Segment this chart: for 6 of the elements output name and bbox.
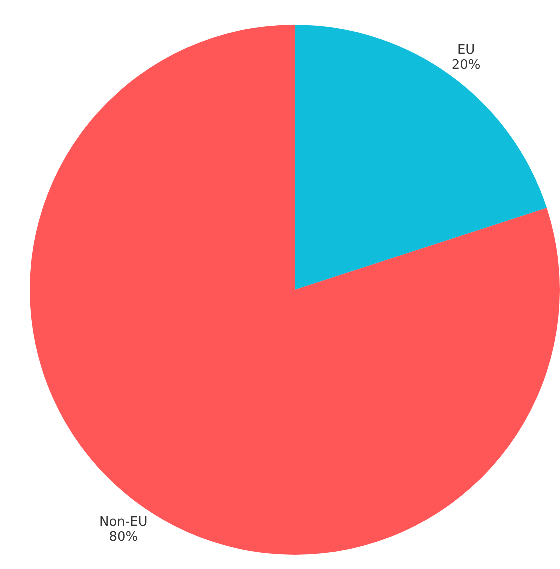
data-label: 20%: [452, 58, 481, 74]
slice-label: EU: [457, 43, 476, 58]
pie-slice: [295, 25, 548, 290]
pie-slice: [30, 25, 560, 555]
data-label: 80%: [109, 530, 138, 545]
slice-label: Non-EU: [99, 514, 148, 530]
